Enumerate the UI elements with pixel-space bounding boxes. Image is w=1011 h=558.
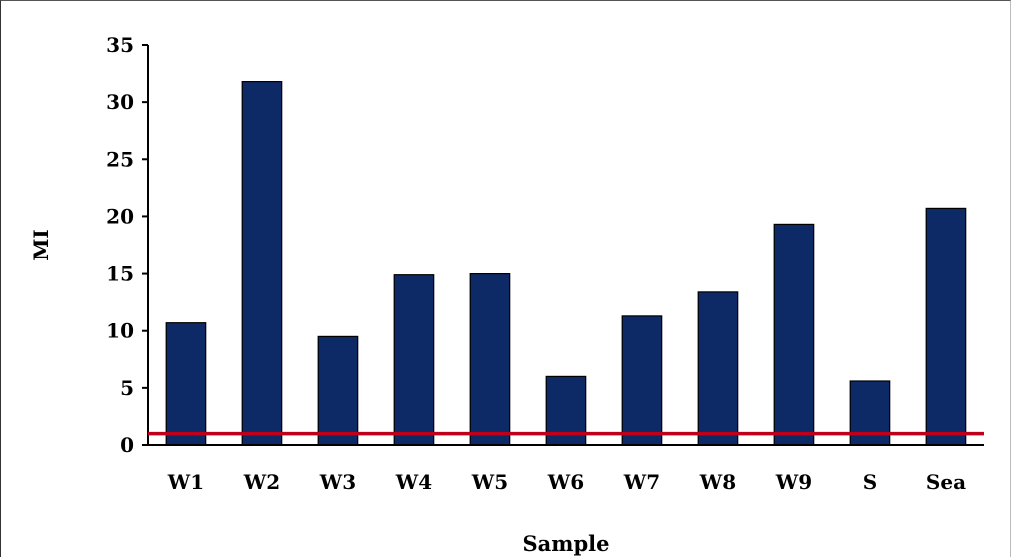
y-axis-label: MI (29, 229, 53, 261)
bar-w3 (317, 335, 359, 446)
y-ticks: 0 5 10 15 20 25 30 35 (106, 33, 148, 457)
x-tick-label: W5 (471, 470, 508, 494)
y-tick-label: 35 (106, 33, 134, 57)
y-tick-label: 15 (106, 262, 134, 286)
bar-w4 (393, 274, 435, 446)
bar-w2 (241, 80, 283, 446)
x-tick-label: Sea (926, 470, 966, 494)
bars-layer (165, 80, 967, 446)
bar-s (849, 380, 891, 446)
x-tick-label: W4 (395, 470, 432, 494)
bar-w1 (165, 322, 207, 446)
x-tick-label: W7 (623, 470, 660, 494)
x-tick-label: W1 (167, 470, 204, 494)
y-tick-label: 5 (120, 376, 134, 400)
y-tick-label: 10 (106, 319, 134, 343)
x-tick-label: S (863, 470, 877, 494)
x-tick-label: W2 (243, 470, 280, 494)
y-tick-label: 0 (120, 433, 134, 457)
bar-w5 (469, 273, 511, 446)
y-tick-label: 30 (106, 90, 134, 114)
x-tick-label: W8 (699, 470, 736, 494)
bar-sea (925, 207, 967, 446)
x-tick-label: W9 (775, 470, 812, 494)
bar-w7 (621, 315, 663, 446)
y-tick-label: 25 (106, 147, 134, 171)
bar-w9 (773, 223, 815, 446)
x-ticks: W1 W2 W3 W4 W5 W6 W7 W8 W9 S Sea (167, 470, 966, 494)
x-tick-label: W3 (319, 470, 356, 494)
y-tick-label: 20 (106, 204, 134, 228)
bar-w8 (697, 291, 739, 446)
x-axis-label: Sample (522, 531, 609, 556)
x-tick-label: W6 (547, 470, 584, 494)
